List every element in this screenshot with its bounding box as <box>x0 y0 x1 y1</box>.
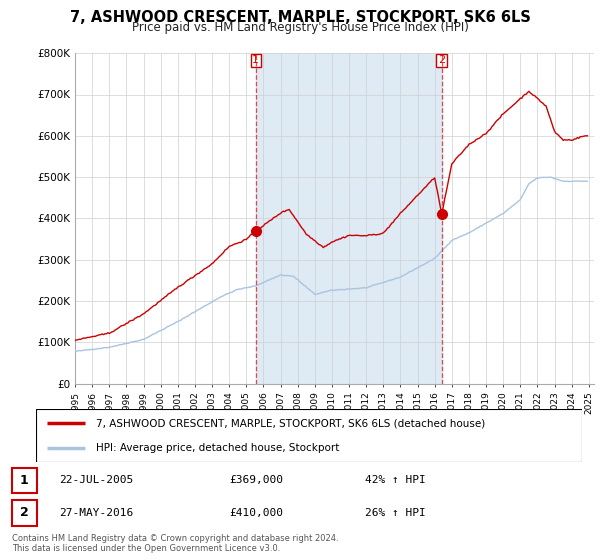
Text: 27-MAY-2016: 27-MAY-2016 <box>59 508 133 518</box>
FancyBboxPatch shape <box>12 468 37 493</box>
Text: £410,000: £410,000 <box>229 508 283 518</box>
Text: £369,000: £369,000 <box>229 475 283 486</box>
Text: 2: 2 <box>20 506 29 519</box>
Text: 1: 1 <box>20 474 29 487</box>
Text: HPI: Average price, detached house, Stockport: HPI: Average price, detached house, Stoc… <box>96 442 340 452</box>
Text: Contains HM Land Registry data © Crown copyright and database right 2024.
This d: Contains HM Land Registry data © Crown c… <box>12 534 338 553</box>
Text: 1: 1 <box>252 55 259 66</box>
Bar <box>256 53 442 384</box>
Text: 7, ASHWOOD CRESCENT, MARPLE, STOCKPORT, SK6 6LS (detached house): 7, ASHWOOD CRESCENT, MARPLE, STOCKPORT, … <box>96 418 485 428</box>
Text: 42% ↑ HPI: 42% ↑ HPI <box>365 475 425 486</box>
FancyBboxPatch shape <box>12 500 37 526</box>
Text: Price paid vs. HM Land Registry's House Price Index (HPI): Price paid vs. HM Land Registry's House … <box>131 21 469 34</box>
Text: 22-JUL-2005: 22-JUL-2005 <box>59 475 133 486</box>
Text: 7, ASHWOOD CRESCENT, MARPLE, STOCKPORT, SK6 6LS: 7, ASHWOOD CRESCENT, MARPLE, STOCKPORT, … <box>70 10 530 25</box>
Text: 2: 2 <box>438 55 445 66</box>
Text: 26% ↑ HPI: 26% ↑ HPI <box>365 508 425 518</box>
